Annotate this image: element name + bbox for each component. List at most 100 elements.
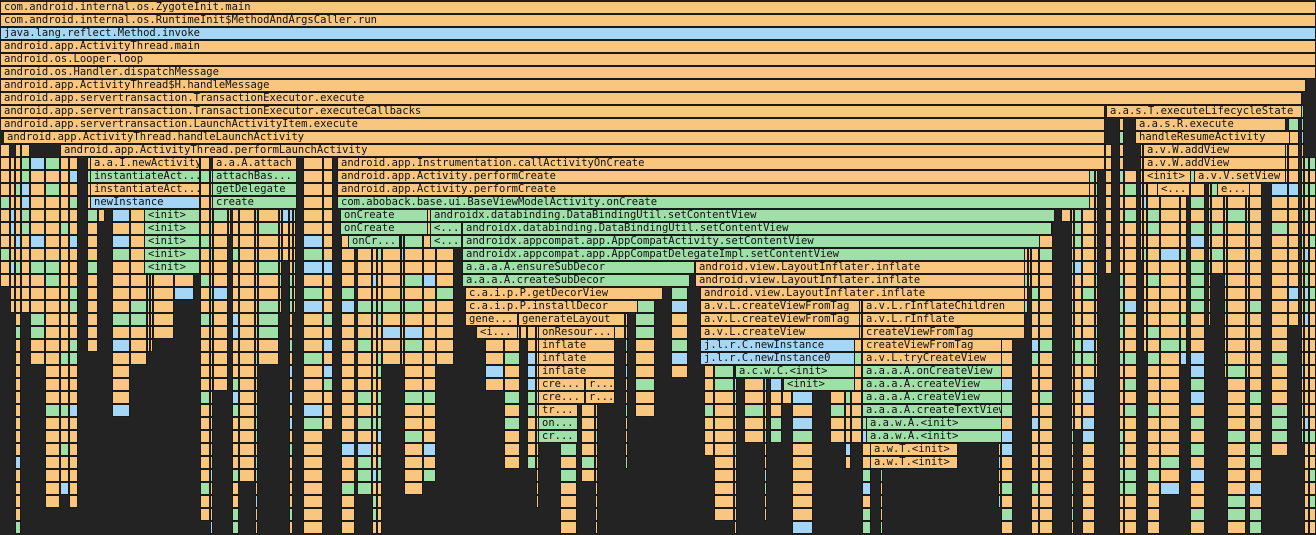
stack-frame-unlabeled[interactable] [213, 274, 228, 287]
stack-frame-unlabeled[interactable] [734, 508, 737, 521]
stack-frame-unlabeled[interactable] [1074, 287, 1082, 300]
stack-frame-unlabeled[interactable] [323, 391, 333, 404]
stack-frame-unlabeled[interactable] [323, 378, 333, 391]
stack-frame-unlabeled[interactable] [404, 287, 423, 300]
stack-frame-unlabeled[interactable] [625, 404, 628, 417]
stack-frame-unlabeled[interactable] [504, 391, 520, 404]
stack-frame-unlabeled[interactable] [1001, 391, 1013, 404]
stack-frame-unlabeled[interactable] [112, 326, 130, 339]
stack-frame-unlabeled[interactable] [1288, 274, 1299, 287]
stack-frame-unlabeled[interactable] [1082, 352, 1095, 365]
stack-frame-unlabeled[interactable] [1249, 222, 1262, 235]
stack-frame-unlabeled[interactable] [830, 417, 845, 430]
stack-frame-unlabeled[interactable] [581, 456, 595, 469]
stack-frame-unlabeled[interactable] [21, 222, 30, 235]
stack-frame-unlabeled[interactable] [239, 222, 255, 235]
stack-frame-unlabeled[interactable] [1143, 287, 1147, 300]
stack-frame-unlabeled[interactable] [323, 248, 333, 261]
stack-frame-unlabeled[interactable] [1147, 430, 1160, 443]
stack-frame-unlabeled[interactable] [377, 261, 382, 274]
stack-frame[interactable]: android.app.ActivityThread.handleLaunchA… [3, 131, 1105, 144]
stack-frame-unlabeled[interactable] [1301, 248, 1304, 261]
stack-frame-unlabeled[interactable] [1124, 430, 1137, 443]
stack-frame-unlabeled[interactable] [792, 430, 813, 443]
stack-frame-unlabeled[interactable] [200, 183, 210, 196]
stack-frame-unlabeled[interactable] [1119, 313, 1124, 326]
stack-frame-unlabeled[interactable] [10, 222, 15, 235]
stack-frame-unlabeled[interactable] [15, 313, 21, 326]
stack-frame-unlabeled[interactable] [1309, 274, 1316, 287]
stack-frame-unlabeled[interactable] [112, 209, 130, 222]
stack-frame-unlabeled[interactable] [1271, 326, 1288, 339]
stack-frame-unlabeled[interactable] [880, 469, 883, 482]
stack-frame-unlabeled[interactable] [200, 261, 210, 274]
stack-frame-unlabeled[interactable] [1271, 352, 1288, 365]
stack-frame-unlabeled[interactable] [1301, 196, 1304, 209]
stack-frame-unlabeled[interactable] [60, 326, 69, 339]
stack-frame-unlabeled[interactable] [323, 170, 333, 183]
stack-frame-unlabeled[interactable] [1082, 508, 1095, 521]
stack-frame-unlabeled[interactable] [1140, 235, 1143, 248]
stack-frame-unlabeled[interactable] [1180, 274, 1187, 287]
stack-frame[interactable]: a.v.W.addView [1143, 144, 1286, 157]
stack-frame-unlabeled[interactable] [1227, 326, 1246, 339]
stack-frame-unlabeled[interactable] [1143, 222, 1147, 235]
stack-frame-unlabeled[interactable] [1249, 313, 1262, 326]
stack-frame-unlabeled[interactable] [671, 287, 688, 300]
stack-frame-unlabeled[interactable] [1082, 443, 1095, 456]
stack-frame-unlabeled[interactable] [1124, 495, 1137, 508]
stack-frame-unlabeled[interactable] [792, 404, 813, 417]
stack-frame-unlabeled[interactable] [1249, 209, 1262, 222]
stack-frame-unlabeled[interactable] [504, 443, 520, 456]
stack-frame-unlabeled[interactable] [1082, 391, 1095, 404]
stack-frame[interactable]: a.v.L.createViewFromTag [700, 313, 860, 326]
stack-frame-unlabeled[interactable] [404, 326, 423, 339]
stack-frame-unlabeled[interactable] [10, 235, 15, 248]
stack-frame-unlabeled[interactable] [377, 508, 382, 521]
stack-frame-unlabeled[interactable] [401, 352, 404, 365]
stack-frame[interactable]: handleResumeActivity [1135, 131, 1290, 144]
stack-frame-unlabeled[interactable] [1105, 248, 1112, 261]
stack-frame-unlabeled[interactable] [744, 430, 764, 443]
stack-frame-unlabeled[interactable] [382, 274, 401, 287]
stack-frame-unlabeled[interactable] [1271, 430, 1288, 443]
stack-frame[interactable]: android.app.servertransaction.Transactio… [0, 105, 1105, 118]
stack-frame-unlabeled[interactable] [258, 339, 279, 352]
stack-frame-unlabeled[interactable] [210, 209, 213, 222]
stack-frame-unlabeled[interactable] [0, 196, 10, 209]
stack-frame-unlabeled[interactable] [1071, 248, 1074, 261]
stack-frame-unlabeled[interactable] [504, 404, 520, 417]
stack-frame-unlabeled[interactable] [734, 482, 737, 495]
stack-frame-unlabeled[interactable] [239, 248, 255, 261]
stack-frame-unlabeled[interactable] [1224, 287, 1227, 300]
stack-frame-unlabeled[interactable] [423, 300, 436, 313]
stack-frame-unlabeled[interactable] [45, 300, 60, 313]
stack-frame-unlabeled[interactable] [1140, 170, 1143, 183]
stack-frame-unlabeled[interactable] [1147, 313, 1160, 326]
stack-frame[interactable]: android.app.Activity.performCreate [337, 170, 1090, 183]
stack-frame-unlabeled[interactable] [1119, 118, 1124, 131]
stack-frame-unlabeled[interactable] [10, 209, 15, 222]
stack-frame-unlabeled[interactable] [504, 352, 520, 365]
stack-frame-unlabeled[interactable] [323, 417, 333, 430]
stack-frame-unlabeled[interactable] [30, 209, 45, 222]
stack-frame-unlabeled[interactable] [851, 430, 862, 443]
stack-frame-unlabeled[interactable] [635, 378, 655, 391]
stack-frame-unlabeled[interactable] [303, 443, 323, 456]
stack-frame-unlabeled[interactable] [357, 469, 372, 482]
stack-frame-unlabeled[interactable] [1288, 248, 1299, 261]
stack-frame-unlabeled[interactable] [303, 248, 323, 261]
stack-frame-unlabeled[interactable] [1271, 287, 1288, 300]
stack-frame-unlabeled[interactable] [880, 495, 883, 508]
stack-frame[interactable]: a.a.a.A.createSubDecor [462, 274, 690, 287]
stack-frame-unlabeled[interactable] [1227, 456, 1246, 469]
stack-frame-unlabeled[interactable] [1028, 274, 1031, 287]
stack-frame-unlabeled[interactable] [69, 443, 78, 456]
stack-frame-unlabeled[interactable] [213, 235, 228, 248]
stack-frame-unlabeled[interactable] [372, 508, 377, 521]
stack-frame-unlabeled[interactable] [1001, 482, 1013, 495]
stack-frame-unlabeled[interactable] [1309, 170, 1316, 183]
stack-frame-unlabeled[interactable] [1160, 352, 1180, 365]
stack-frame-unlabeled[interactable] [1246, 209, 1249, 222]
stack-frame-unlabeled[interactable] [45, 248, 60, 261]
